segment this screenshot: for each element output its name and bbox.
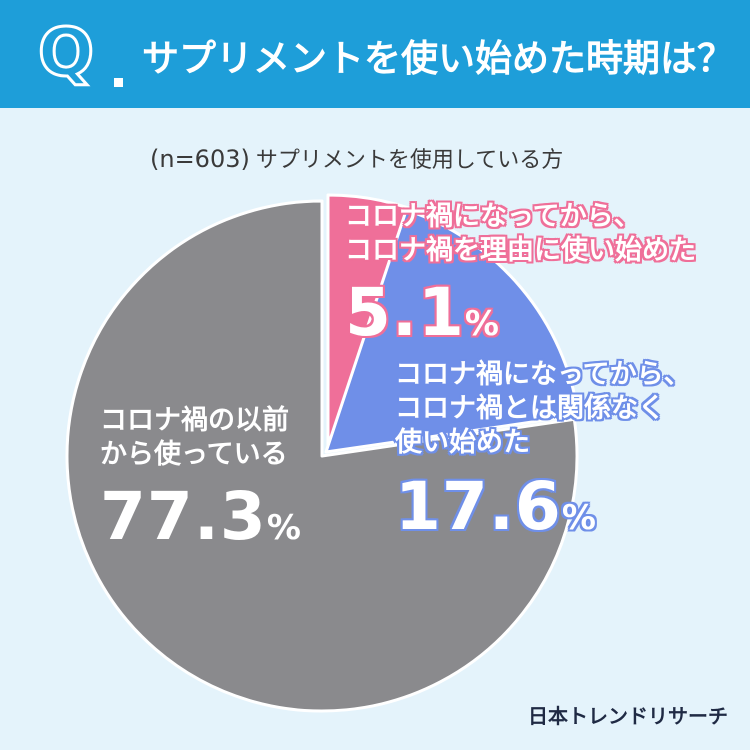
q-dot [114,78,123,87]
q-mark: Q [36,14,95,91]
slice-label-corona-unrelated: コロナ禍になってから、 コロナ禍とは関係なく 使い始めた 17.6% [395,358,691,553]
slice-label-corona-reason-line2: コロナ禍を理由に使い始めた [345,235,696,266]
page-title: サプリメントを使い始めた時期は？ [142,37,734,80]
slice-label-corona-unrelated-line3: 使い始めた [395,427,530,458]
slice-label-corona-reason-line1: コロナ禍になってから、 [345,201,641,232]
slice-value-before-corona: 77.3% [100,478,302,555]
pie-slice-corona-unrelated [324,208,580,454]
slice-label-before-corona-line1: コロナ禍の以前 [100,405,289,436]
sample-note: (n=603) サプリメントを使用している方 [150,142,563,174]
slice-label-before-corona: コロナ禍の以前 から使っている 77.3% [100,404,302,563]
slice-value-corona-unrelated: 17.6% [395,468,597,545]
slice-label-corona-unrelated-line1: コロナ禍になってから、 [395,359,691,390]
slice-label-before-corona-line2: から使っている [100,439,288,470]
sample-description: サプリメントを使用している方 [255,148,564,173]
brand-logo: 日本トレンドリサーチ [528,704,728,728]
pie-slice-before-corona [65,199,579,713]
sample-size: (n=603) [150,145,250,173]
slice-value-corona-reason: 5.1% [345,274,500,351]
slice-label-corona-unrelated-line2: コロナ禍とは関係なく [395,393,665,424]
header-bar: Q サプリメントを使い始めた時期は？ [0,0,750,108]
slice-label-corona-reason: コロナ禍になってから、 コロナ禍を理由に使い始めた 5.1% [345,200,696,359]
